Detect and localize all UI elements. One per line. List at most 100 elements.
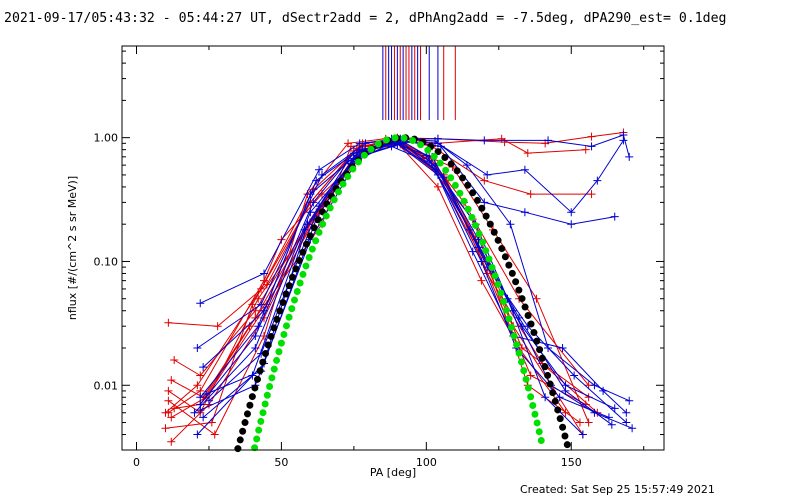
plot-area [121,45,665,453]
data-point [309,198,318,207]
data-point [164,318,173,327]
series-10-red [164,134,593,439]
series-line [202,140,624,368]
data-point [567,208,576,217]
data-point [196,299,205,308]
data-point [260,269,269,278]
data-point [425,156,434,165]
data-point [170,404,179,413]
data-point [257,300,266,309]
data-point [167,413,176,422]
data-point [262,280,271,289]
data-point [526,371,535,380]
data-point [312,176,321,185]
plot-frame [121,45,665,451]
series-19-blue [199,137,613,422]
model-curve-black [234,134,572,453]
y-tick-label: 1.00 [94,132,119,145]
data-point [480,136,489,145]
data-point [196,393,205,402]
data-point [581,145,590,154]
data-point [204,396,213,405]
data-point [520,165,529,174]
series-line [197,139,584,435]
data-point [610,404,619,413]
series-3-red [161,134,590,417]
data-point [541,393,550,402]
data-point [199,363,208,372]
peak-marker-group [382,46,456,120]
series-9-red [167,138,587,439]
data-point [167,437,176,446]
data-point [436,142,445,151]
x-tick-label: 0 [133,456,140,469]
data-point [567,220,576,229]
data-point [248,300,257,309]
data-point [193,343,202,352]
x-tick-label: 50 [274,456,288,469]
data-point [196,406,205,415]
data-point [361,139,370,148]
data-point [199,413,208,422]
series-24-green [251,134,547,452]
data-point [578,430,587,439]
y-tick-label: 0.10 [94,255,119,268]
data-point [544,136,553,145]
data-point [587,142,596,151]
series-line [168,138,592,327]
data-point [558,343,567,352]
data-point [483,170,492,179]
data-point [277,235,286,244]
data-point [167,376,176,385]
data-point [170,355,179,364]
y-tick-label: 0.01 [94,379,119,392]
series-layer [161,128,637,453]
data-point [210,430,219,439]
data-point [306,190,315,199]
data-point [497,134,506,143]
series-line [173,142,581,423]
data-point [480,198,489,207]
axes: 0 50 100 150 0.01 0.10 1.00 [94,46,664,469]
data-point [196,371,205,380]
data-point [599,386,608,395]
data-point [439,173,448,182]
x-tick-label: 100 [416,456,437,469]
data-point [555,393,564,402]
x-tick-label: 150 [561,456,582,469]
data-point [622,418,631,427]
data-point [190,408,199,417]
data-point [526,190,535,199]
data-point [584,418,593,427]
data-point [251,313,260,322]
data-point [506,220,515,229]
chart-title: 2021-09-17/05:43:32 - 05:44:27 UT, dSect… [4,11,727,26]
data-point [619,136,628,145]
data-point [315,165,324,174]
data-point [575,418,584,427]
model-curve-green [251,134,547,452]
data-point [622,408,631,417]
data-point [213,322,222,331]
data-point [477,276,486,285]
data-point [587,132,596,141]
data-point [300,225,309,234]
series-4-red [164,135,596,331]
data-point [625,152,634,161]
data-point [523,149,532,158]
data-point [468,247,477,256]
series-13-blue [193,131,634,352]
data-point [532,294,541,303]
data-point [161,424,170,433]
data-point [515,313,524,322]
series-line [165,143,598,429]
data-point [593,176,602,185]
data-point [251,332,260,340]
data-point [625,396,634,405]
data-point [520,208,529,217]
data-point [604,413,613,422]
series-line [208,142,627,423]
data-point [164,396,173,405]
data-point [193,430,202,439]
data-point [607,420,616,429]
